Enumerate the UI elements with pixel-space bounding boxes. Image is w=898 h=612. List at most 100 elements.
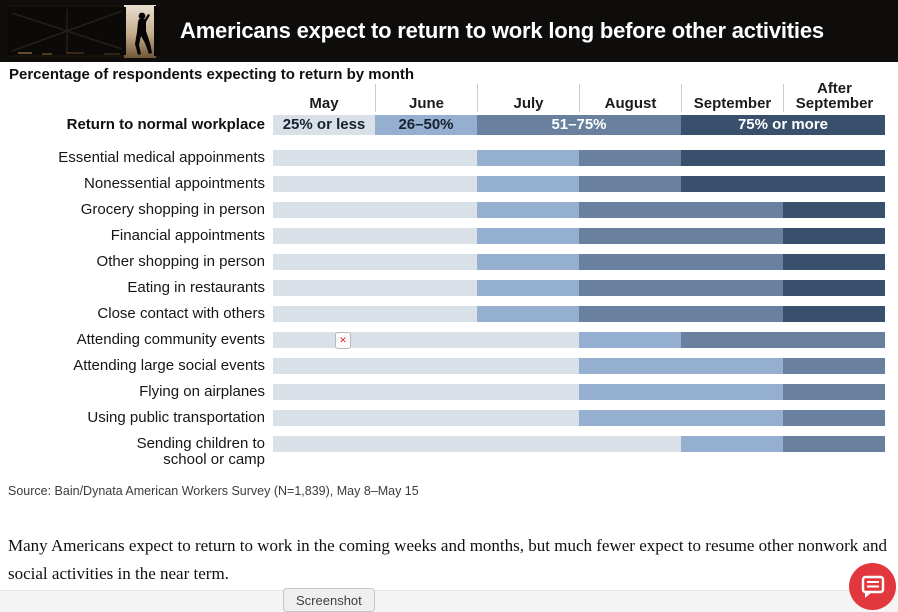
photo-illustration — [8, 5, 161, 58]
row-bar — [273, 306, 885, 322]
bar-segment — [783, 254, 885, 270]
row-label: Eating in restaurants — [127, 279, 265, 296]
row-label: Attending large social events — [73, 357, 265, 374]
bar-segment — [579, 384, 783, 400]
month-header-cell: May — [309, 95, 339, 112]
bar-segment — [273, 202, 477, 218]
header-banner: Americans expect to return to work long … — [0, 0, 898, 62]
row-bar: ✕ — [273, 332, 885, 349]
row-bar — [273, 358, 885, 374]
bar-segment — [477, 176, 579, 192]
page-title: Americans expect to return to work long … — [180, 18, 824, 43]
warehouse-doors-photo — [8, 5, 161, 58]
month-header-cell: August — [579, 84, 681, 112]
bar-segment — [783, 280, 885, 296]
row-label: Financial appointments — [110, 227, 265, 244]
row-label: Nonessential appointments — [84, 175, 265, 192]
bar-segment — [273, 150, 477, 166]
bar-segment — [681, 150, 885, 166]
row-label: Essential medical appoinments — [58, 149, 265, 166]
screenshot-button[interactable]: Screenshot — [283, 588, 375, 612]
bar-segment — [273, 254, 477, 270]
legend-segment: 26–50% — [375, 115, 477, 135]
bar-segment — [273, 332, 579, 348]
feedback-chat-button[interactable] — [849, 563, 896, 610]
bottom-bar — [0, 590, 898, 612]
bar-segment — [579, 410, 783, 426]
heatmap-row: Attending community events ✕ — [0, 331, 898, 349]
chat-bubble-icon — [849, 563, 896, 610]
commentary-text: Many Americans expect to return to work … — [8, 536, 888, 584]
broken-image-icon: ✕ — [335, 332, 351, 349]
bar-segment — [273, 358, 579, 374]
row-bar — [273, 410, 885, 426]
row-label: Close contact with others — [97, 305, 265, 322]
bar-segment — [477, 280, 579, 296]
month-header-cell: June — [375, 84, 477, 112]
bar-segment — [477, 254, 579, 270]
legend-segment: 25% or less — [273, 115, 375, 135]
heatmap-row: Sending children to school or camp — [0, 436, 898, 468]
row-label: Sending children to school or camp — [136, 435, 265, 468]
heatmap-row: Essential medical appoinments — [0, 150, 898, 166]
bar-segment — [579, 280, 783, 296]
bar-segment — [579, 254, 783, 270]
heatmap-row: Grocery shopping in person — [0, 202, 898, 218]
bar-segment — [273, 384, 579, 400]
bar-segment — [579, 228, 783, 244]
bar-segment — [783, 384, 885, 400]
month-header-cell: September — [681, 84, 783, 112]
heatmap-row: Close contact with others — [0, 306, 898, 322]
heatmap-row: Flying on airplanes — [0, 384, 898, 400]
bar-segment — [273, 436, 681, 452]
legend-row: Return to normal workplace 25% or less 26… — [0, 115, 898, 135]
bar-segment — [273, 228, 477, 244]
bar-segment — [579, 202, 783, 218]
source-note: Source: Bain/Dynata American Workers Sur… — [8, 484, 419, 498]
row-bar — [273, 384, 885, 400]
row-label: Attending community events — [76, 331, 265, 348]
month-header-cell: After September — [783, 81, 885, 112]
bar-segment — [477, 202, 579, 218]
bar-segment — [273, 410, 579, 426]
row-label: Flying on airplanes — [139, 383, 265, 400]
bar-segment — [783, 306, 885, 322]
row-bar — [273, 228, 885, 244]
row-bar — [273, 280, 885, 296]
row-bar — [273, 254, 885, 270]
bar-segment — [681, 332, 885, 348]
chart-subtitle: Percentage of respondents expecting to r… — [9, 66, 415, 83]
bar-segment — [783, 358, 885, 374]
legend-bar: 25% or less 26–50% 51–75% 75% or more — [273, 115, 885, 135]
row-bar — [273, 176, 885, 192]
bar-segment — [477, 306, 579, 322]
row-bar — [273, 202, 885, 218]
row-label: Grocery shopping in person — [80, 201, 265, 218]
row-label: Using public transportation — [87, 409, 265, 426]
bar-segment — [579, 358, 783, 374]
bar-segment — [273, 280, 477, 296]
heatmap-rows: Essential medical appoinments Nonessentia… — [0, 150, 898, 478]
bar-segment — [783, 202, 885, 218]
heatmap-row: Attending large social events — [0, 358, 898, 374]
legend-segment: 75% or more — [681, 115, 885, 135]
heatmap-row: Financial appointments — [0, 228, 898, 244]
bar-segment — [477, 228, 579, 244]
bar-segment — [579, 332, 681, 348]
heatmap-row: Using public transportation — [0, 410, 898, 426]
bar-segment — [273, 306, 477, 322]
heatmap-row: Other shopping in person — [0, 254, 898, 270]
heatmap-row: Eating in restaurants — [0, 280, 898, 296]
legend-row-label: Return to normal workplace — [66, 116, 265, 133]
bar-segment — [783, 436, 885, 452]
heatmap-row: Nonessential appointments — [0, 176, 898, 192]
row-bar — [273, 150, 885, 166]
bar-segment — [273, 176, 477, 192]
bar-segment — [783, 228, 885, 244]
bar-segment — [579, 150, 681, 166]
month-header-cell: July — [477, 84, 579, 112]
month-header-row: May June July August September After Septembe… — [273, 81, 885, 112]
bar-segment — [783, 410, 885, 426]
bar-segment — [579, 306, 783, 322]
